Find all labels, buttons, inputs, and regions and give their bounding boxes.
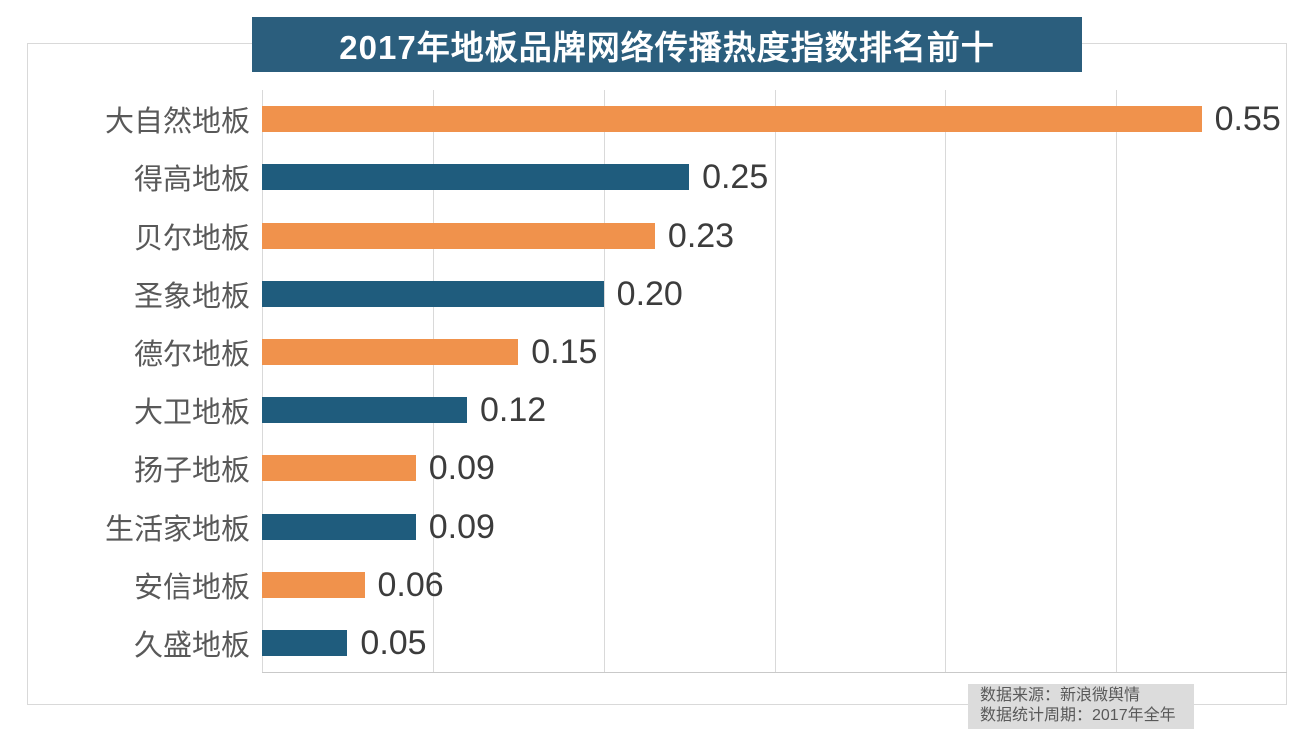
gridline — [603, 90, 605, 672]
bar-value-label: 0.09 — [428, 507, 495, 546]
bar — [262, 222, 655, 249]
bar-row: 0.25 — [262, 148, 1287, 206]
bar-row: 0.15 — [262, 323, 1287, 381]
bar-value-label: 0.20 — [616, 274, 683, 313]
bar-value-label: 0.06 — [377, 565, 444, 604]
gridline — [945, 90, 947, 672]
bar-row: 0.23 — [262, 206, 1287, 264]
category-label: 得高地板 — [133, 164, 250, 197]
bar-value-label: 0.15 — [531, 332, 598, 371]
source-note-line1: 数据来源：新浪微舆情 — [980, 687, 1141, 704]
bar-row: 0.09 — [262, 497, 1287, 555]
source-note-line2: 数据统计周期：2017年全年 — [980, 707, 1176, 724]
bar — [262, 338, 519, 365]
bar-row: 0.06 — [262, 556, 1287, 614]
bar-value-label: 0.23 — [667, 216, 735, 255]
bar-value-label: 0.25 — [702, 158, 769, 197]
plot-area: 0.55 0.25 0.23 0.20 0.15 0.12 0.09 0.09 0.06 0.05 — [262, 90, 1287, 673]
gridline — [1116, 90, 1118, 672]
gridline — [774, 90, 776, 672]
gridline — [432, 90, 434, 672]
bar-row: 0.12 — [262, 381, 1287, 439]
bar — [262, 397, 467, 424]
chart-title: 2017年地板品牌网络传播热度指数排名前十 — [339, 28, 995, 66]
bar-value-label: 0.55 — [1214, 100, 1281, 139]
bar-value-label: 0.05 — [360, 623, 427, 662]
category-label: 久盛地板 — [133, 629, 250, 662]
bar — [262, 629, 348, 656]
bar — [262, 106, 1202, 133]
bar — [262, 571, 365, 598]
chart-title-banner: 2017年地板品牌网络传播热度指数排名前十 — [252, 17, 1082, 72]
gridline — [262, 90, 263, 672]
bar-row: 0.09 — [262, 439, 1287, 497]
bar-row: 0.05 — [262, 614, 1287, 672]
category-label: 大卫地板 — [133, 397, 250, 430]
bar-row: 0.55 — [262, 90, 1287, 148]
category-label: 大自然地板 — [104, 106, 250, 139]
bar-rows: 0.55 0.25 0.23 0.20 0.15 0.12 0.09 0.09 0.06 0.05 — [262, 90, 1287, 672]
bar — [262, 455, 416, 482]
category-label: 扬子地板 — [133, 455, 250, 488]
category-label: 安信地板 — [133, 571, 250, 604]
bar — [262, 513, 416, 540]
bar — [262, 164, 690, 191]
category-axis-labels: 大自然地板得高地板贝尔地板圣象地板德尔地板大卫地板扬子地板生活家地板安信地板久盛… — [27, 90, 250, 672]
bar-value-label: 0.12 — [480, 391, 547, 430]
category-label: 生活家地板 — [104, 513, 250, 546]
gridline — [1286, 90, 1287, 672]
category-label: 德尔地板 — [133, 338, 250, 371]
category-label: 圣象地板 — [133, 280, 250, 313]
bar — [262, 280, 604, 307]
category-label: 贝尔地板 — [133, 222, 250, 255]
bar-row: 0.20 — [262, 265, 1287, 323]
bar-value-label: 0.09 — [428, 449, 495, 488]
source-note: 数据来源：新浪微舆情 数据统计周期：2017年全年 — [968, 684, 1194, 729]
